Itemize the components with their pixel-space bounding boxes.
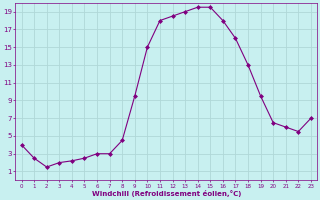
X-axis label: Windchill (Refroidissement éolien,°C): Windchill (Refroidissement éolien,°C)	[92, 190, 241, 197]
